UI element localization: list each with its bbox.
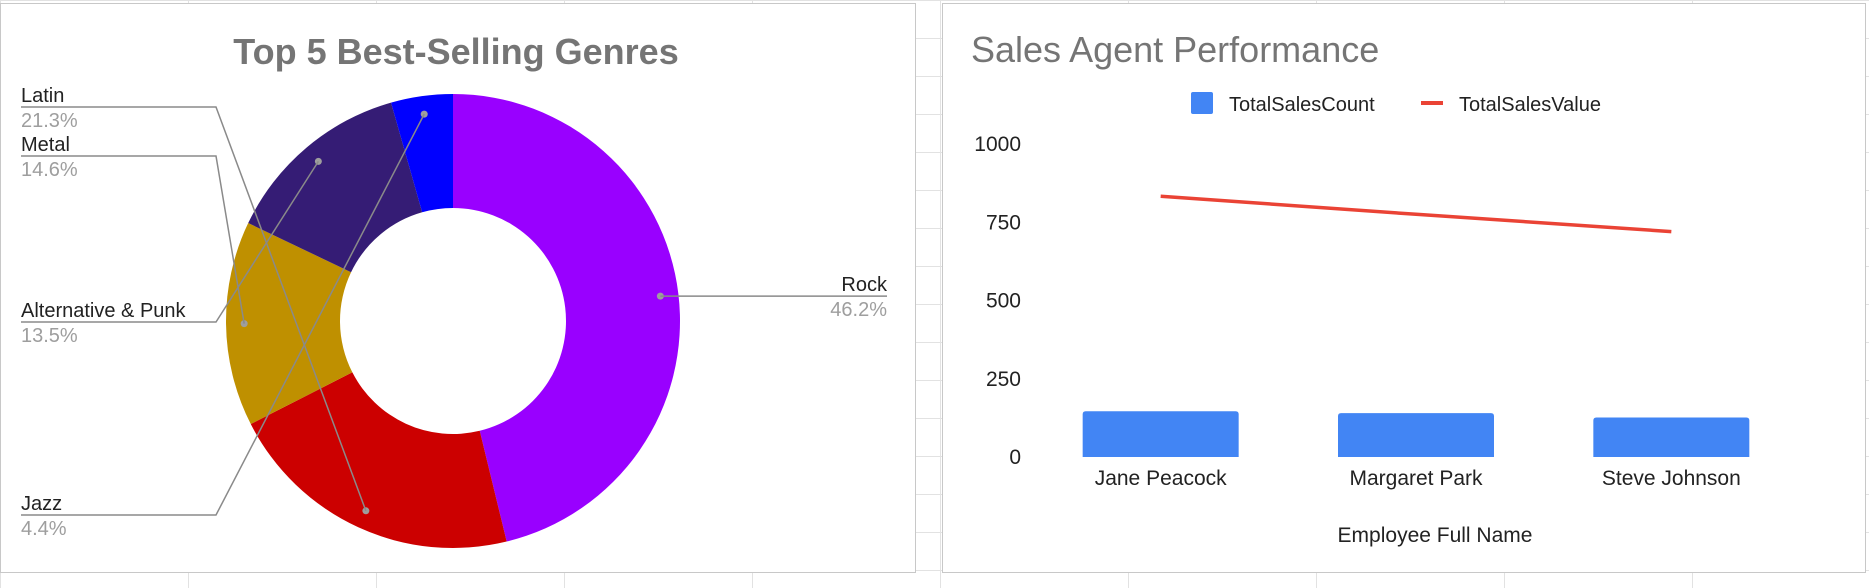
bar-chart-title: Sales Agent Performance <box>971 29 1379 70</box>
y-tick-label: 750 <box>986 211 1021 234</box>
slice-label-jazz: Jazz <box>21 493 62 515</box>
slice-percent-rock: 46.2% <box>830 299 887 321</box>
line-totalsalesvalue[interactable] <box>1161 196 1672 231</box>
bar-margaret-park[interactable] <box>1338 413 1494 457</box>
bar-steve-johnson[interactable] <box>1593 418 1749 457</box>
slice-percent-jazz: 4.4% <box>21 518 67 540</box>
slice-percent-alternative-punk: 13.5% <box>21 325 78 347</box>
slice-label-rock: Rock <box>841 274 888 296</box>
genre-donut-chart[interactable]: Top 5 Best-Selling Genres Rock 46.2% Latin… <box>0 3 916 573</box>
legend-swatch-bar <box>1191 92 1213 114</box>
slice-label-latin: Latin <box>21 85 64 107</box>
bar-chart-svg: Sales Agent Performance TotalSalesCount T… <box>943 4 1867 574</box>
donut-chart-title: Top 5 Best-Selling Genres <box>233 31 678 72</box>
x-tick-label-margaret-park: Margaret Park <box>1349 467 1483 490</box>
legend-label-totalsalescount: TotalSalesCount <box>1229 94 1375 116</box>
slice-percent-latin: 21.3% <box>21 110 78 132</box>
y-tick-label: 1000 <box>974 133 1021 156</box>
y-tick-label: 500 <box>986 290 1021 313</box>
slice-label-alternative-punk: Alternative & Punk <box>21 300 187 322</box>
leader-line <box>21 156 244 324</box>
bar-jane-peacock[interactable] <box>1083 411 1239 457</box>
x-axis-title: Employee Full Name <box>1338 524 1533 547</box>
slice-label-metal: Metal <box>21 134 70 156</box>
donut-chart-svg: Top 5 Best-Selling Genres Rock 46.2% Latin… <box>1 4 917 574</box>
y-tick-label: 250 <box>986 368 1021 391</box>
x-tick-label-jane-peacock: Jane Peacock <box>1095 467 1227 490</box>
sales-agent-chart[interactable]: Sales Agent Performance TotalSalesCount T… <box>942 3 1866 573</box>
slice-percent-metal: 14.6% <box>21 159 78 181</box>
y-tick-label: 0 <box>1009 446 1021 469</box>
legend-label-totalsalesvalue: TotalSalesValue <box>1459 94 1601 116</box>
x-tick-label-steve-johnson: Steve Johnson <box>1602 467 1741 490</box>
legend-swatch-line <box>1421 101 1443 105</box>
